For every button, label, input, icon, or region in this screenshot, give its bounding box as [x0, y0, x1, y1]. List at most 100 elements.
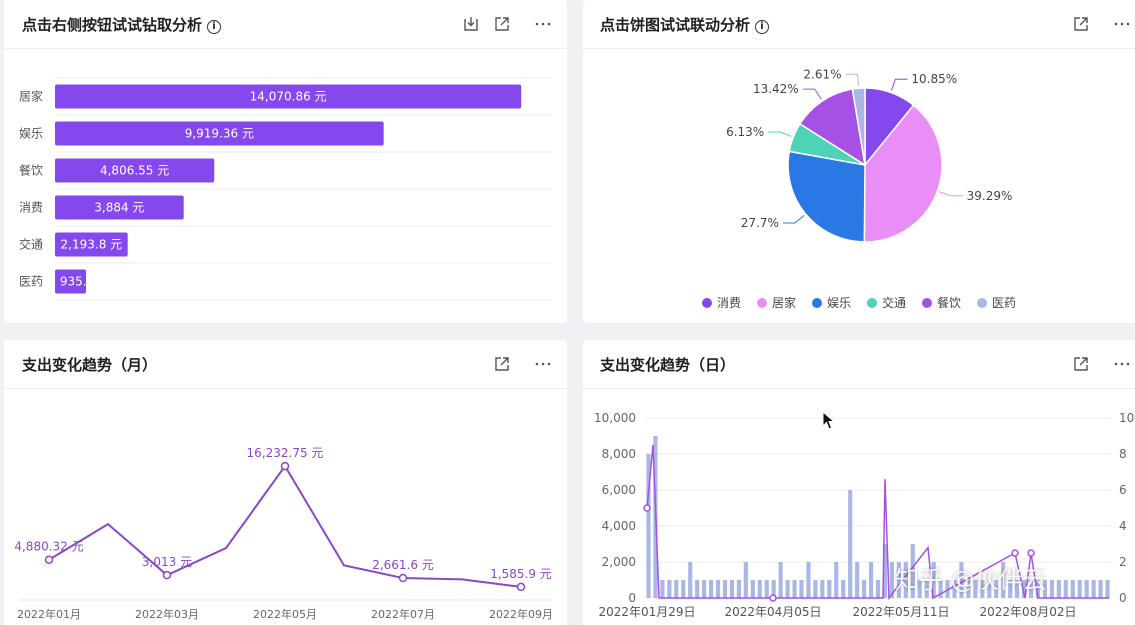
legend-label[interactable]: 居家	[772, 295, 796, 310]
daily-bar	[862, 580, 867, 598]
download-icon[interactable]	[461, 14, 481, 34]
bar[interactable]	[55, 195, 184, 220]
y-tick-label: 2,000	[602, 555, 636, 569]
pie-chart[interactable]: 10.85% 39.29% 27.7% 6.13% 13.42% 2.61% 消费 居家 娱乐 交…	[583, 50, 1135, 323]
expand-icon[interactable]	[492, 14, 512, 34]
line-value-label: 2,661.6 元	[372, 558, 434, 572]
y2-tick-label: 2	[1119, 555, 1127, 569]
monthly-line-chart[interactable]: 4,880.32 元 3,013 元 16,232.75 元 2,661.6 元 1,5…	[4, 390, 567, 625]
x-tick-label: 2022年07月	[371, 607, 435, 621]
bar[interactable]	[55, 84, 522, 109]
daily-bar	[792, 580, 797, 598]
daily-bar	[750, 580, 755, 598]
daily-bar	[813, 580, 818, 598]
bar-category-label: 餐饮	[19, 163, 43, 178]
expand-icon[interactable]	[492, 354, 512, 374]
daily-line-series	[646, 444, 1109, 601]
info-icon[interactable]: i	[755, 20, 770, 34]
daily-bar	[729, 580, 735, 598]
x-tick-label: 2022年03月	[135, 607, 199, 621]
daily-bar	[1028, 580, 1034, 598]
monthly-card-title: 支出变化趋势（月）	[22, 356, 158, 374]
legend-dot	[812, 298, 822, 308]
drill-bar-chart[interactable]: 居家 14,070.86 元娱乐 9,919.36 元餐饮 4,806.55 元消费 3…	[4, 50, 567, 320]
watermark: 知乎 @伙伴云	[895, 566, 1047, 594]
pie-slice[interactable]	[851, 87, 866, 166]
legend-label[interactable]: 餐饮	[937, 295, 961, 310]
daily-bar	[910, 544, 915, 598]
pie-percent-label: 13.42%	[753, 82, 799, 96]
daily-bar	[875, 580, 881, 598]
bar-category-label: 居家	[19, 89, 43, 104]
x-tick-label: 2022年01月29日	[598, 605, 695, 619]
more-icon[interactable]	[1112, 14, 1132, 34]
daily-bar	[1035, 580, 1041, 598]
bar[interactable]	[55, 158, 215, 183]
x-tick-label: 2022年04月05日	[724, 605, 821, 619]
legend-dot	[867, 298, 877, 308]
bar-value-label: 4,806.55 元	[100, 164, 169, 178]
daily-bar	[722, 580, 728, 598]
daily-bar	[952, 580, 957, 598]
bar[interactable]	[55, 269, 87, 294]
daily-bar	[820, 580, 825, 598]
pie-card: 点击饼图试试联动分析 i 10.85% 39.29% 27.7% 6.13% 13.42%…	[583, 0, 1135, 323]
pie-leader-line	[782, 215, 805, 224]
monthly-card: 支出变化趋势（月） 4,880.32 元 3,013 元 16,232.75 元 2,…	[4, 340, 567, 625]
expand-icon[interactable]	[1071, 14, 1091, 34]
x-tick-label: 2022年08月02日	[979, 605, 1076, 619]
more-icon[interactable]	[533, 14, 553, 34]
more-icon[interactable]	[1112, 354, 1132, 374]
x-tick-label: 2022年05月11日	[852, 605, 949, 619]
daily-line-point	[643, 504, 651, 512]
daily-line-point	[769, 594, 777, 602]
pie-percent-label: 6.13%	[726, 125, 764, 139]
daily-bar	[1021, 580, 1027, 598]
daily-bar	[980, 580, 985, 598]
daily-line-point	[1011, 549, 1019, 557]
expand-icon[interactable]	[1071, 354, 1091, 374]
legend-label[interactable]: 医药	[992, 296, 1016, 310]
legend-dot	[922, 298, 932, 308]
daily-bar	[1008, 580, 1013, 598]
bar-value-label: 935.8 元	[60, 275, 110, 289]
legend-label[interactable]: 交通	[882, 295, 906, 310]
daily-bar	[1015, 580, 1020, 598]
daily-bar	[1084, 580, 1089, 598]
daily-bar	[1001, 562, 1006, 598]
y2-tick-label: 8	[1119, 447, 1127, 461]
daily-combo-chart[interactable]: 10,000 108,000 86,000 64,000 42,000 20 02022年0…	[583, 390, 1135, 625]
daily-bar	[917, 580, 922, 598]
daily-bar	[1098, 580, 1103, 598]
daily-bar	[778, 562, 783, 598]
pie-percent-label: 27.7%	[741, 216, 779, 230]
daily-bar	[945, 580, 950, 598]
daily-bar	[736, 580, 741, 598]
legend-label[interactable]: 娱乐	[827, 296, 851, 310]
daily-bar	[785, 580, 790, 598]
pie-slice[interactable]	[787, 150, 866, 243]
info-icon[interactable]: i	[207, 20, 222, 34]
y-tick-label: 0	[628, 591, 636, 605]
pie-slice[interactable]	[798, 88, 867, 167]
daily-bar	[688, 562, 693, 598]
drill-card-title: 点击右侧按钮试试钻取分析 i	[22, 14, 222, 35]
daily-bar	[1049, 580, 1054, 598]
daily-line-point	[1027, 549, 1035, 557]
daily-bar	[966, 580, 971, 598]
bar-value-label: 3,884 元	[94, 201, 144, 215]
bar-value-label: 2,193.8 元	[61, 238, 123, 252]
daily-bar	[1077, 580, 1082, 598]
daily-bar	[931, 562, 936, 598]
daily-bar	[681, 580, 686, 598]
bar[interactable]	[55, 121, 384, 146]
y-tick-label: 4,000	[602, 519, 636, 533]
legend-label[interactable]: 消费	[717, 296, 741, 310]
pie-slice[interactable]	[863, 104, 943, 243]
daily-bar	[771, 580, 776, 598]
daily-bar	[1056, 580, 1061, 598]
bar[interactable]	[55, 232, 128, 257]
more-icon[interactable]	[533, 354, 553, 374]
y-tick-label: 8,000	[602, 447, 636, 461]
y2-tick-label: 0	[1119, 591, 1127, 605]
